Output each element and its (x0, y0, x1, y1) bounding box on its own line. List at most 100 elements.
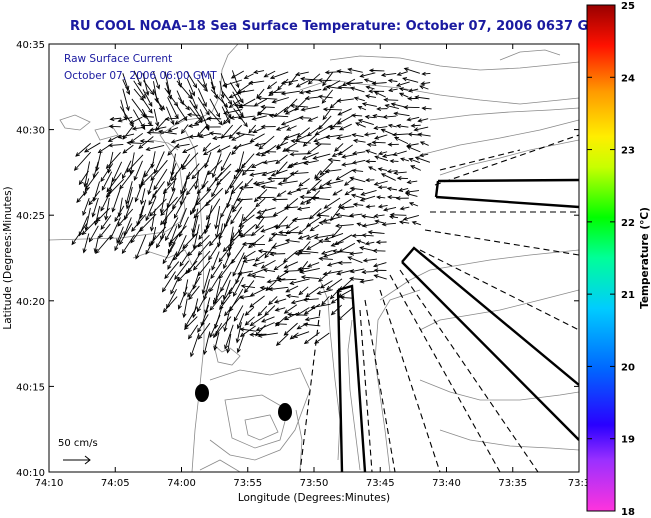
current-vector (104, 197, 110, 221)
current-vector (417, 118, 429, 123)
current-vector (171, 172, 177, 193)
current-vector (166, 188, 176, 209)
current-vector (129, 132, 144, 143)
current-vector (266, 278, 286, 284)
current-vector (226, 187, 235, 209)
colorbar (586, 4, 616, 512)
current-vector (329, 286, 343, 300)
current-vector (298, 115, 310, 120)
current-vector (300, 106, 320, 112)
current-vector (211, 178, 222, 198)
current-vector (251, 161, 264, 168)
current-vector (142, 114, 154, 119)
current-vector (392, 132, 408, 137)
current-vector (322, 107, 343, 112)
current-vector (289, 152, 310, 157)
current-vector (240, 153, 255, 169)
current-vector (204, 297, 211, 315)
current-vector (305, 88, 322, 94)
current-vector (208, 131, 222, 136)
current-vector (236, 197, 253, 202)
current-vector (229, 169, 244, 189)
current-vector (349, 268, 365, 274)
colorbar-tick-label: 21 (621, 290, 635, 301)
current-vector (419, 153, 429, 158)
current-vector (249, 314, 267, 327)
current-vector (322, 108, 332, 121)
current-vector (290, 139, 311, 144)
current-vector (98, 223, 111, 239)
current-vector (160, 206, 176, 226)
current-vector (114, 232, 124, 252)
current-vector (134, 179, 145, 203)
current-vector (233, 103, 255, 108)
current-vector (338, 123, 352, 131)
current-vector (210, 261, 223, 280)
current-vector (136, 205, 144, 227)
current-vector (349, 176, 366, 183)
current-vector (284, 238, 300, 243)
current-vector (213, 331, 220, 351)
current-vector (387, 195, 398, 200)
current-vector (336, 69, 353, 74)
current-vector (408, 202, 419, 207)
current-vector (292, 331, 310, 338)
current-vector (164, 87, 179, 107)
current-vector (246, 269, 264, 277)
current-vector (361, 269, 375, 275)
current-vector (122, 160, 132, 180)
current-vector (107, 134, 121, 142)
current-vector (274, 321, 287, 327)
current-vector (182, 145, 198, 153)
current-vector (299, 198, 311, 205)
current-vector (170, 136, 191, 144)
current-vector (237, 232, 253, 238)
current-vector (209, 294, 223, 311)
current-vector (349, 86, 365, 93)
current-vector (248, 80, 265, 85)
current-vector (177, 97, 190, 111)
current-vector (373, 180, 388, 186)
current-vector (322, 250, 343, 258)
current-vector (232, 198, 244, 213)
current-vector (399, 157, 410, 162)
current-vector (390, 102, 407, 108)
current-vector (333, 234, 353, 246)
current-vector (159, 188, 167, 214)
current-vector (233, 276, 244, 297)
current-vector (407, 88, 419, 93)
current-vector (349, 276, 365, 281)
current-vector (112, 161, 123, 183)
current-vector (327, 157, 341, 163)
current-vector (131, 214, 147, 232)
current-vector (120, 99, 128, 121)
current-vector (318, 256, 333, 261)
current-vector (365, 204, 376, 209)
current-vector (372, 262, 387, 268)
current-vector (237, 115, 255, 120)
current-vector (256, 195, 275, 200)
current-vector (332, 189, 343, 196)
colorbar-tick-label: 25 (621, 1, 635, 12)
current-vector (100, 163, 114, 183)
current-vector (262, 159, 277, 165)
current-vector (377, 167, 388, 172)
current-vector (275, 125, 289, 131)
current-vector (148, 190, 158, 206)
current-vector (387, 123, 397, 128)
current-vector (197, 234, 210, 248)
current-vector (280, 117, 300, 126)
current-vector (406, 179, 418, 185)
current-vector (322, 80, 341, 91)
current-vector (188, 89, 198, 110)
current-vector (307, 73, 321, 85)
x-axis-label: Longitude (Degrees:Minutes) (238, 492, 390, 504)
current-vector (209, 98, 221, 118)
current-vector (283, 261, 299, 269)
current-vector (212, 289, 222, 305)
current-vector (357, 106, 367, 111)
current-vector (263, 70, 276, 78)
current-vector (206, 171, 223, 192)
current-vector (183, 316, 198, 330)
current-vector (335, 169, 354, 181)
